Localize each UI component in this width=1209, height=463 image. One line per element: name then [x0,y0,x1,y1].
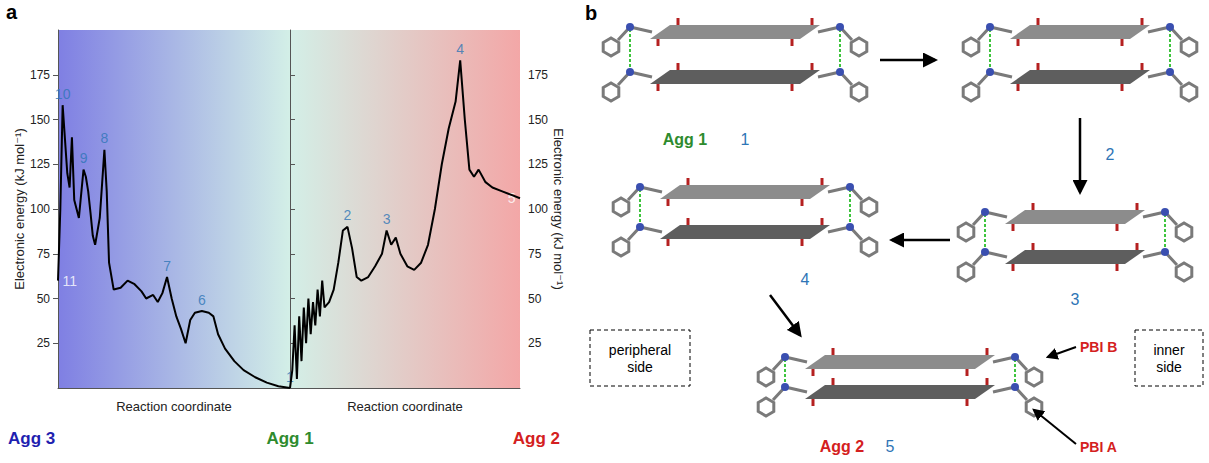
svg-text:75: 75 [528,247,542,261]
svg-text:1: 1 [741,131,750,148]
svg-text:11: 11 [63,273,78,289]
svg-text:PBI A: PBI A [1080,439,1117,455]
svg-text:8: 8 [101,130,109,146]
svg-text:5: 5 [508,190,516,206]
svg-text:PBI B: PBI B [1080,339,1117,355]
svg-text:side: side [627,359,653,375]
svg-text:Reaction coordinate: Reaction coordinate [347,399,463,414]
svg-text:Electronic energy (kJ mol⁻¹): Electronic energy (kJ mol⁻¹) [12,128,27,289]
svg-text:peripheral: peripheral [609,342,671,358]
svg-text:4: 4 [456,41,464,57]
svg-text:150: 150 [30,113,50,127]
svg-text:3: 3 [383,211,391,227]
svg-text:7: 7 [163,258,171,274]
svg-text:Agg 1: Agg 1 [663,131,708,148]
svg-text:b: b [585,2,597,24]
svg-text:Agg 2: Agg 2 [513,429,560,448]
svg-text:inner: inner [1153,342,1184,358]
svg-text:Electronic energy (kJ mol⁻¹): Electronic energy (kJ mol⁻¹) [551,128,566,289]
svg-text:a: a [6,1,18,23]
svg-text:6: 6 [198,292,206,308]
svg-text:25: 25 [37,336,51,350]
svg-text:3: 3 [1071,291,1080,308]
svg-text:4: 4 [801,271,810,288]
svg-text:5: 5 [886,438,895,455]
svg-text:2: 2 [1106,146,1115,163]
svg-text:2: 2 [344,207,352,223]
svg-text:50: 50 [37,292,51,306]
svg-text:100: 100 [30,202,50,216]
svg-text:25: 25 [528,336,542,350]
svg-text:1: 1 [286,368,294,385]
svg-text:Agg 3: Agg 3 [8,429,55,448]
svg-text:75: 75 [37,247,51,261]
svg-text:side: side [1156,359,1182,375]
svg-text:9: 9 [80,150,88,166]
svg-text:10: 10 [55,86,71,102]
svg-text:175: 175 [30,68,50,82]
svg-text:50: 50 [528,292,542,306]
svg-text:175: 175 [528,68,548,82]
svg-text:Reaction coordinate: Reaction coordinate [116,399,232,414]
svg-text:125: 125 [30,157,50,171]
svg-text:Agg 1: Agg 1 [266,429,313,448]
svg-text:150: 150 [528,113,548,127]
svg-text:125: 125 [528,157,548,171]
svg-text:100: 100 [528,202,548,216]
svg-text:Agg 2: Agg 2 [820,438,865,455]
